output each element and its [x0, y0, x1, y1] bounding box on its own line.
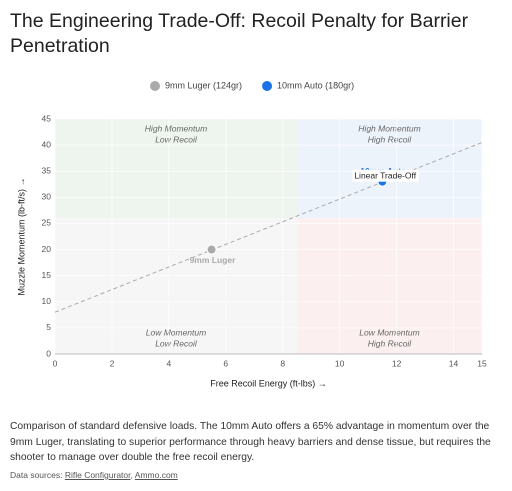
x-axis-label: Free Recoil Energy (ft-lbs) →: [210, 378, 327, 388]
chart-title: The Engineering Trade-Off: Recoil Penalt…: [10, 10, 469, 57]
y-tick-label: 30: [42, 192, 52, 202]
point-label: 9mm Luger: [190, 255, 237, 265]
quadrant-label: Low Momentum: [359, 327, 419, 337]
x-tick-label: 0: [53, 358, 58, 368]
y-tick-label: 15: [42, 270, 52, 280]
quadrant-label: High Recoil: [368, 134, 413, 144]
x-tick-label: 10: [335, 358, 345, 368]
x-tick-label: 15: [477, 358, 487, 368]
quadrant: [55, 119, 297, 219]
legend-marker[interactable]: [262, 81, 273, 91]
x-tick-label: 6: [223, 358, 228, 368]
y-tick-label: 45: [42, 113, 52, 123]
y-tick-label: 35: [42, 165, 52, 175]
x-tick-label: 8: [280, 358, 285, 368]
y-tick-label: 20: [42, 244, 52, 254]
annotation-bg: [352, 169, 419, 182]
quadrant-label: Low Recoil: [155, 134, 198, 144]
y-tick-label: 10: [42, 296, 52, 306]
quadrant: [55, 218, 297, 354]
quadrant-label: Low Recoil: [155, 338, 198, 348]
quadrant-label: High Momentum: [358, 123, 420, 133]
y-tick-label: 5: [46, 322, 51, 332]
legend-label[interactable]: 10mm Auto (180gr): [277, 80, 354, 90]
source-link[interactable]: Rifle Configurator: [64, 470, 131, 480]
point: [206, 244, 217, 255]
legend-label[interactable]: 9mm Luger (124gr): [165, 80, 242, 90]
y-tick-label: 40: [42, 139, 52, 149]
quadrant-label: High Recoil: [368, 338, 413, 348]
x-tick-label: 12: [392, 358, 402, 368]
quadrant: [296, 218, 482, 354]
legend-marker[interactable]: [150, 81, 160, 91]
x-tick-label: 4: [166, 358, 171, 368]
sources: Data sources: Rifle Configurator, Ammo.c…: [10, 470, 178, 480]
y-tick-label: 25: [42, 218, 52, 228]
quadrant: [296, 119, 482, 219]
y-axis-label: Muzzle Momentum (lb-ft/s) →: [16, 177, 26, 295]
x-tick-label: 2: [110, 358, 115, 368]
quadrant-label: Low Momentum: [146, 327, 206, 337]
x-tick-label: 14: [449, 358, 459, 368]
y-tick-label: 0: [46, 348, 51, 358]
sources-label: Data sources:: [10, 470, 63, 480]
quadrant-label: High Momentum: [145, 123, 207, 133]
separator: ,: [130, 470, 133, 480]
trendline-label: Linear Trade-Off: [354, 171, 416, 181]
source-link[interactable]: Ammo.com: [134, 470, 178, 480]
caption: Comparison of standard defensive loads. …: [10, 421, 491, 463]
